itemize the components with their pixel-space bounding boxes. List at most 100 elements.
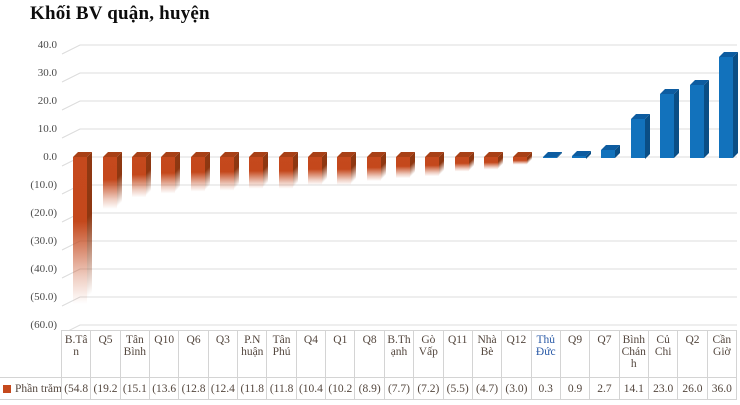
y-axis-tick-label: 40.0 [37, 39, 57, 51]
bar-front-face [131, 157, 146, 200]
gridline [61, 296, 737, 307]
bar-side-face [468, 152, 474, 173]
value-cell-Q2: 26.0 [678, 378, 708, 400]
bar-front-face [190, 157, 205, 193]
bar-front-face [161, 157, 176, 196]
bar-Củ Chi[interactable] [660, 88, 680, 158]
bar-Tân Phú[interactable] [278, 152, 298, 190]
category-cell-Q11: Q11 [443, 330, 473, 378]
bar-side-face [204, 152, 210, 193]
bar-Q2[interactable] [689, 80, 709, 158]
bar-front-face [601, 150, 616, 158]
value-cell-Nhà Bè: (4.7) [472, 378, 503, 400]
bar-Q6[interactable] [190, 152, 210, 193]
category-cell-B.Tân: B.Tâ n [62, 330, 92, 378]
bar-front-face [219, 157, 234, 192]
bar-Q8[interactable] [366, 152, 386, 182]
legend-key-icon [3, 385, 11, 393]
bar-side-face [644, 113, 650, 158]
category-cell-Cần Giờ: Cần Giờ [707, 330, 737, 378]
category-cell-Nhà Bè: Nhà Bè [472, 330, 503, 378]
bar-side-face [292, 152, 298, 190]
bar-Q3[interactable] [219, 152, 239, 192]
bar-front-face [572, 155, 587, 158]
bar-Tân Bình[interactable] [131, 152, 151, 200]
bar-side-face [87, 152, 93, 311]
bar-side-face [233, 152, 239, 192]
bar-side-face [527, 152, 533, 166]
bar-Q7[interactable] [601, 145, 621, 158]
bar-Q9[interactable] [572, 150, 592, 158]
value-cell-Tân Bình: (15.1 [120, 378, 151, 400]
value-cell-Thủ Đức: 0.3 [531, 378, 561, 400]
category-cell-Gò Vấp: Gò Vấp [414, 330, 444, 378]
bar-Gò Vấp[interactable] [425, 152, 445, 178]
legend-item[interactable]: Phần trăm [0, 378, 62, 400]
category-cell-Q1: Q1 [326, 330, 356, 378]
bar-front-face [425, 157, 440, 178]
bar-side-face [439, 152, 445, 178]
bar-front-face [337, 157, 352, 186]
value-cell-Q3: (12.4 [208, 378, 239, 400]
bar-front-face [718, 57, 733, 158]
bar-front-face [308, 157, 322, 187]
bar-Q5[interactable] [102, 152, 122, 211]
y-axis-tick-label: (40.0) [30, 263, 57, 275]
value-cell-Q11: (5.5) [443, 378, 473, 400]
value-cell-Q4: (10.4 [296, 378, 327, 400]
value-cell-Q12: (3.0) [502, 378, 532, 400]
value-cell-P.Nhuận: (11.8 [238, 378, 268, 400]
bar-side-face [116, 152, 122, 211]
category-cell-Q6: Q6 [179, 330, 209, 378]
gridline [61, 128, 737, 139]
value-cell-Bình Chánh: 14.1 [619, 378, 649, 400]
bar-side-face [322, 152, 327, 187]
category-cell-Bình Chánh: Bình Chán h [619, 330, 649, 378]
value-cell-Q7: 2.7 [590, 378, 620, 400]
bar-front-face [484, 157, 498, 171]
bar-Q4[interactable] [308, 152, 327, 187]
bar-Cần Giờ[interactable] [718, 52, 738, 158]
y-axis-tick-label: 20.0 [37, 95, 57, 107]
bar-side-face [703, 80, 709, 158]
bar-B.Thạnh[interactable] [396, 152, 415, 179]
y-axis-tick-label: (20.0) [30, 207, 57, 219]
gridline [61, 44, 737, 55]
value-cell-Q8: (8.9) [355, 378, 385, 400]
bar-Bình Chánh[interactable] [630, 113, 650, 158]
bar-Q12[interactable] [513, 152, 533, 166]
category-cell-Q4: Q4 [296, 330, 327, 378]
bar-Q1[interactable] [337, 152, 357, 186]
bar-side-face [263, 152, 269, 190]
y-axis-tick-label: 30.0 [37, 67, 57, 79]
y-axis-tick-label: 0.0 [43, 151, 57, 163]
value-cell-Q9: 0.9 [560, 378, 591, 400]
gridline [61, 72, 737, 83]
y-axis-tick-label: (10.0) [30, 179, 57, 191]
bar-Nhà Bè[interactable] [484, 152, 503, 171]
value-cell-Tân Phú: (11.8 [267, 378, 297, 400]
bar-side-face [410, 152, 415, 179]
category-cell-Q3: Q3 [208, 330, 239, 378]
bar-side-face [380, 152, 386, 182]
bar-B.Tân[interactable] [73, 152, 93, 311]
bar-side-face [351, 152, 357, 186]
bar-Q10[interactable] [161, 152, 181, 196]
bar-front-face [454, 157, 469, 173]
bar-P.Nhuận[interactable] [249, 152, 269, 190]
category-cell-Q12: Q12 [502, 330, 532, 378]
data-table: B.Tâ n Q5 Tân Bình Q10 Q6 Q3 P.N huận Tân Phú Q4… [0, 330, 737, 400]
bar-Q11[interactable] [454, 152, 474, 173]
category-cell-P.Nhuận: P.N huận [238, 330, 268, 378]
category-cell-Q8: Q8 [355, 330, 385, 378]
value-cell-B.Thạnh: (7.7) [384, 378, 415, 400]
bar-Thủ Đức[interactable] [542, 152, 562, 158]
legend-label: Phần trăm [15, 382, 62, 395]
bar-side-face [674, 88, 680, 158]
bar-side-face [732, 52, 738, 158]
category-cell-Củ Chi: Củ Chi [648, 330, 679, 378]
bar-front-face [366, 157, 381, 182]
gridline [61, 100, 737, 111]
bar-front-face [660, 93, 675, 158]
